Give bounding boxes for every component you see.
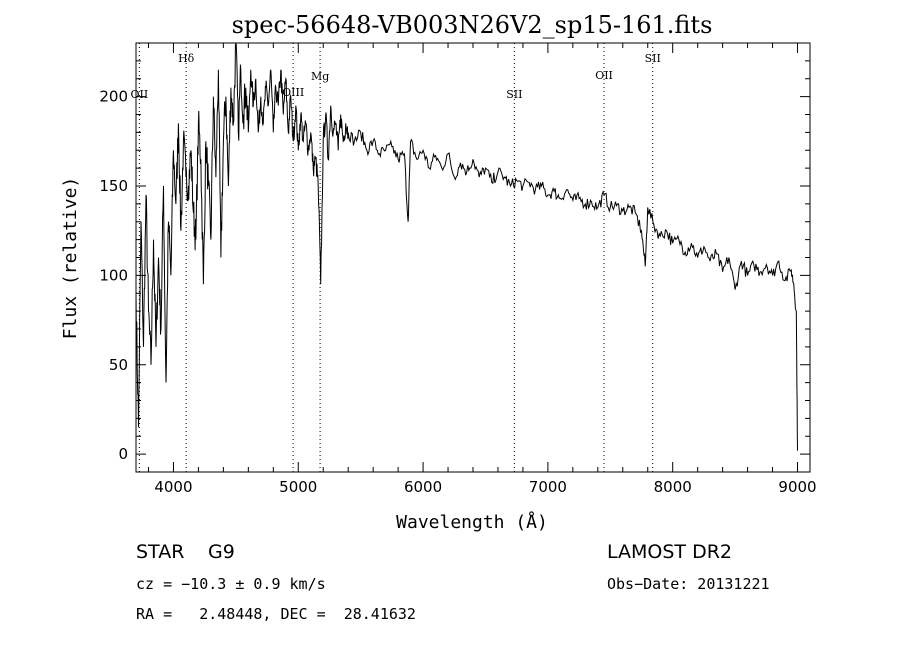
x-tick-label: 8000 [654,478,692,496]
line-marker-label: Mg [311,70,329,83]
subclass-text: G9 [208,541,235,563]
coordinates-text: RA = 2.48448, DEC = 28.41632 [136,605,416,623]
x-tick-label: 6000 [404,478,442,496]
line-marker-label: OIII [282,86,304,99]
info-block: STAR G9 LAMOST DR2 cz = −10.3 ± 0.9 km/s… [136,541,770,623]
x-axis-ticks: 4000 5000 6000 7000 8000 9000 [147,43,817,496]
y-tick-label: 100 [99,266,128,284]
x-tick-label: 9000 [778,478,816,496]
emission-line-markers: OII Hδ OIII Mg SII OII SII [131,43,661,472]
y-tick-label: 0 [118,445,128,463]
y-axis-ticks: 0 50 100 150 200 [99,60,810,463]
redshift-text: cz = −10.3 ± 0.9 km/s [136,575,326,593]
y-tick-label: 150 [99,177,128,195]
y-tick-label: 200 [99,88,128,106]
x-tick-label: 7000 [529,478,567,496]
line-marker-label: Hδ [178,52,195,65]
line-marker-label: SII [506,88,522,101]
line-marker-label: OII [131,88,149,101]
line-marker-label: SII [645,52,661,65]
x-axis-label: Wavelength (Å) [396,511,548,533]
y-axis-label: Flux (relative) [60,177,81,340]
object-type-text: STAR [136,541,184,563]
x-tick-label: 4000 [154,478,192,496]
line-marker-label: OII [595,69,613,82]
spectrum-series-line [135,42,798,451]
obs-date-text: Obs−Date: 20131221 [607,575,770,593]
chart-title: spec-56648-VB003N26V2_sp15-161.fits [232,11,713,39]
x-tick-label: 5000 [279,478,317,496]
y-tick-label: 50 [109,356,128,374]
survey-text: LAMOST DR2 [607,541,732,563]
